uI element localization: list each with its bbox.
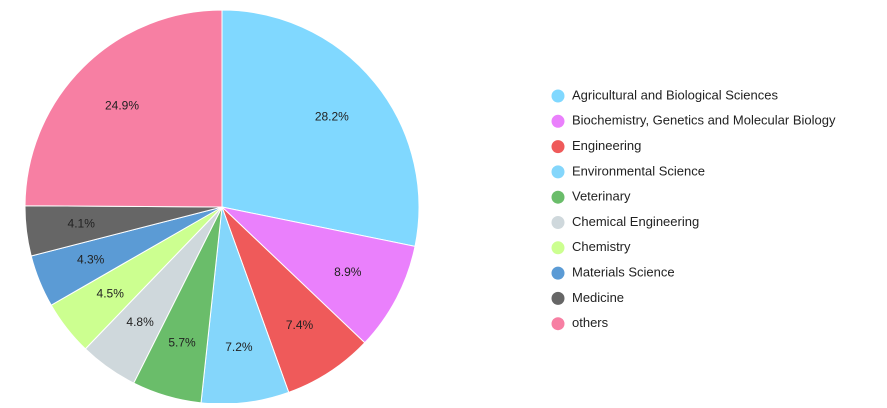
legend-swatch [551, 266, 565, 280]
pie-slice [221, 9, 420, 247]
slice-label: 5.7% [168, 335, 196, 349]
legend-swatch [551, 89, 565, 103]
slice-label: 24.9% [105, 99, 139, 113]
legend-swatch [551, 114, 565, 128]
slice-label: 7.4% [286, 318, 314, 332]
legend-text: Environmental Science [572, 163, 705, 178]
legend-text: Materials Science [572, 265, 675, 280]
legend-swatch [551, 165, 565, 179]
legend-text: Medicine [572, 290, 624, 305]
legend-text: others [572, 315, 609, 330]
slice-label: 28.2% [315, 109, 349, 123]
slice-label: 4.5% [97, 286, 125, 300]
legend-swatch [551, 241, 565, 255]
slice-label: 4.3% [77, 253, 105, 267]
slice-label: 7.2% [225, 340, 253, 354]
slice-label: 8.9% [334, 265, 362, 279]
legend-swatch [551, 317, 565, 331]
legend-text: Chemical Engineering [572, 214, 699, 229]
slice-label: 4.1% [68, 217, 96, 231]
pie-slice [24, 9, 223, 208]
legend-swatch [551, 291, 565, 305]
legend-text: Veterinary [572, 189, 631, 204]
legend-swatch [551, 140, 565, 154]
legend-text: Biochemistry, Genetics and Molecular Bio… [572, 113, 836, 128]
legend-text: Agricultural and Biological Sciences [572, 87, 778, 102]
legend-text: Engineering [572, 138, 641, 153]
slice-label: 4.8% [126, 315, 154, 329]
legend-swatch [551, 190, 565, 204]
legend-swatch [551, 216, 565, 229]
pie-slice [220, 206, 416, 344]
legend-text: Chemistry [572, 239, 631, 254]
